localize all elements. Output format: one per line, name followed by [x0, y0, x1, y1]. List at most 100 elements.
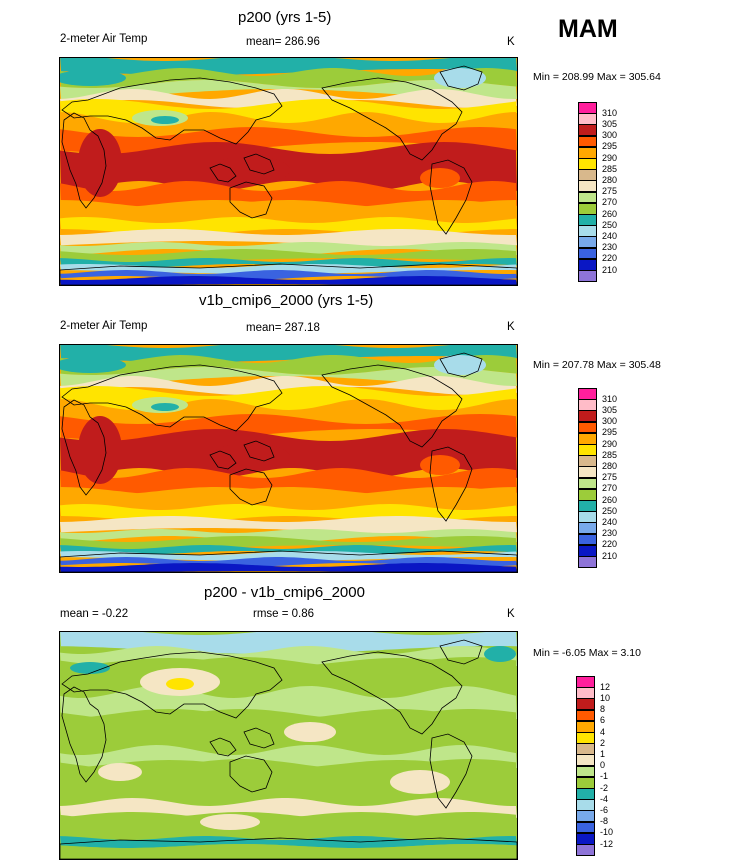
- colorbar-tick-label: 300: [602, 130, 618, 141]
- contour-patch: [78, 129, 122, 197]
- contour-band: [60, 264, 517, 274]
- colorbar-tick-label: 1: [600, 748, 606, 759]
- contour-band: [60, 181, 517, 208]
- colorbar-swatch: [578, 236, 597, 249]
- colorbar-swatch: [578, 191, 597, 204]
- colorbar-swatch: [578, 180, 597, 193]
- colorbar-swatch: [578, 432, 597, 445]
- colorbar-swatch: [576, 776, 595, 789]
- coastline: [243, 440, 275, 462]
- contour-band: [60, 276, 517, 285]
- colorbar-swatch: [576, 676, 595, 688]
- colorbar-tick-label: 290: [602, 152, 618, 163]
- colorbar-swatch: [576, 832, 595, 845]
- colorbar-swatch: [578, 258, 597, 271]
- contour-band: [60, 355, 517, 375]
- coastline: [61, 686, 107, 783]
- coastline: [229, 181, 273, 219]
- contour-band: [60, 844, 517, 859]
- contour-band: [60, 812, 517, 841]
- panel2-colorbar: 210 220 230 240 250 260 270 275 280 285 290 295 300 3…: [578, 388, 638, 568]
- panel1-colorbar: 210 220 230 240 250 260 270 275 280 285 290 295 300 3…: [578, 102, 638, 282]
- contour-patch: [420, 168, 460, 188]
- colorbar-tick-label: 260: [602, 208, 618, 219]
- colorbar-swatch: [578, 399, 597, 411]
- colorbar-tick-label: -12: [600, 838, 614, 849]
- contour-band: [60, 798, 517, 820]
- colorbar-tick-label: 295: [602, 427, 618, 438]
- contour-patch: [434, 68, 486, 88]
- panel3-rmse-label: rmse = 0.86: [253, 608, 315, 620]
- colorbar-swatch: [576, 743, 595, 755]
- panel1-mean-label: mean= 286.96: [246, 36, 320, 48]
- colorbar-swatch: [578, 421, 597, 434]
- colorbar-tick-label: 240: [602, 516, 618, 527]
- colorbar-tick-label: 270: [602, 483, 618, 494]
- contour-band: [60, 516, 517, 534]
- panel3-units-label: K: [507, 608, 515, 620]
- colorbar-swatch: [578, 270, 597, 282]
- colorbar-tick-label: 210: [602, 550, 618, 561]
- coastline: [429, 159, 473, 235]
- colorbar-tick-label: 285: [602, 449, 618, 460]
- colorbar-tick-label: 6: [600, 715, 606, 726]
- colorbar-swatch: [576, 720, 595, 733]
- colorbar-tick-label: 270: [602, 197, 618, 208]
- colorbar-swatch: [576, 810, 595, 823]
- colorbar-swatch: [576, 788, 595, 800]
- contour-band: [60, 836, 517, 848]
- colorbar-tick-label: 220: [602, 253, 618, 264]
- colorbar-swatch: [578, 410, 597, 423]
- colorbar-swatch: [576, 709, 595, 722]
- coastline: [429, 446, 473, 522]
- panel2-minmax-label: Min = 207.78 Max = 305.48: [533, 359, 661, 371]
- colorbar-swatch: [578, 135, 597, 148]
- colorbar-tick-label: -10: [600, 827, 614, 838]
- panel2-units-label: K: [507, 321, 515, 333]
- panel3-map: [59, 631, 518, 860]
- colorbar-tick-label: 4: [600, 726, 606, 737]
- contour-patch: [166, 678, 194, 690]
- contour-band: [60, 89, 517, 108]
- panel2-variable-label: 2-meter Air Temp: [60, 320, 148, 332]
- colorbar-swatch: [576, 687, 595, 699]
- contour-patch: [60, 70, 126, 86]
- map-contour-plot: [60, 632, 517, 859]
- colorbar-swatch: [578, 169, 597, 181]
- contour-band: [60, 529, 517, 542]
- contour-patch: [60, 357, 126, 373]
- coastline: [321, 364, 463, 448]
- contour-patch: [151, 116, 179, 124]
- contour-band: [60, 242, 517, 255]
- colorbar-tick-label: 310: [602, 393, 618, 404]
- contour-patch: [200, 814, 260, 830]
- colorbar-swatch: [578, 247, 597, 260]
- colorbar-tick-label: 250: [602, 505, 618, 516]
- colorbar-tick-label: -2: [600, 782, 609, 793]
- contour-band: [60, 468, 517, 495]
- coastline: [243, 727, 275, 749]
- contour-band: [60, 759, 517, 807]
- coastline: [439, 352, 483, 378]
- map-contour-plot: [60, 58, 517, 285]
- colorbar-tick-label: 290: [602, 438, 618, 449]
- colorbar-tick-label: 260: [602, 494, 618, 505]
- contour-patch: [434, 355, 486, 375]
- colorbar-swatch: [578, 158, 597, 170]
- contour-patch: [284, 722, 336, 742]
- colorbar-swatch: [576, 765, 595, 778]
- colorbar-swatch: [578, 113, 597, 125]
- coastline: [229, 468, 273, 506]
- coastline: [321, 651, 463, 735]
- coastline: [209, 163, 237, 183]
- panel3-title: p200 - v1b_cmip6_2000: [204, 584, 365, 601]
- coastline: [429, 733, 473, 809]
- colorbar-swatch: [576, 844, 595, 856]
- map-contour-plot: [60, 345, 517, 572]
- contour-band: [60, 536, 517, 549]
- panel3-colorbar: -12 -10 -8 -6 -4 -2 -1 0 1 2 4 6 8 10 12: [576, 676, 636, 856]
- contour-patch: [420, 455, 460, 475]
- contour-band: [60, 551, 517, 561]
- coastline: [209, 450, 237, 470]
- contour-band: [60, 563, 517, 572]
